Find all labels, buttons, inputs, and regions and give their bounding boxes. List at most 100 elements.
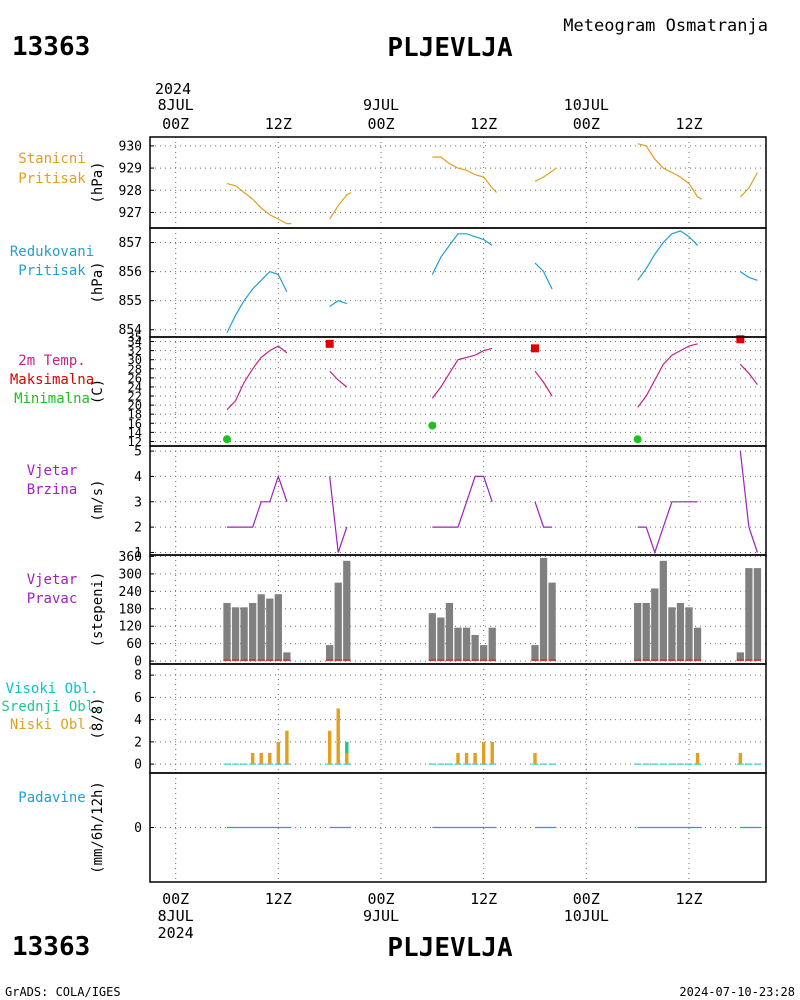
wind-direction-bar [326,645,334,662]
y-tick-label: 929 [119,162,142,177]
wind-direction-bar [249,602,257,662]
bottom-hour-label: 12Z [675,890,702,908]
y-tick-label: 60 [126,637,142,652]
y-tick-label: 4 [134,470,142,485]
low-cloud-bar [336,708,340,765]
low-cloud-bar [533,752,537,765]
y-tick-label: 0 [134,655,142,670]
panel-label: Redukovani [10,244,94,260]
top-hour-label: 12Z [265,115,292,133]
unit-label: (8/8) [90,697,106,739]
wind-direction-bar [642,602,650,662]
wind-direction-bar [488,627,496,662]
series-line-station-pressure [329,191,352,220]
series-line-temperature [431,347,493,399]
top-date-label: 10JUL [564,96,609,114]
panel-label: Stanicni [18,151,85,167]
bottom-date-label: 9JUL [363,907,399,925]
panel-label: Pritisak [18,171,86,187]
wind-direction-bar [231,607,240,662]
y-tick-label: 32 [128,344,142,358]
y-tick-label: 4 [134,713,142,728]
wind-direction-bar [274,594,282,662]
wind-direction-bar [685,607,693,662]
y-tick-label: 1 [134,546,142,561]
series-line-station-pressure [534,167,557,182]
low-cloud-bar [327,730,332,765]
wind-direction-bar [428,613,436,662]
wind-direction-bar [693,627,702,662]
wind-direction-bar [266,598,274,662]
y-tick-label: 8 [134,669,142,684]
min-temp-marker [633,435,642,444]
low-cloud-bar [259,752,263,765]
panel-label: Pritisak [18,263,86,279]
bottom-hour-label: 00Z [367,890,394,908]
y-tick-label: 120 [119,620,142,635]
time-axis-bottom: 00Z 12Z 00Z 12Z 00Z 12Z 8JUL 9JUL 10JUL 2024 [158,890,703,942]
bottom-hour-label: 00Z [162,890,189,908]
y-tick-label: 18 [128,408,142,422]
panel-label: Brzina [27,482,78,498]
bottom-date-label: 10JUL [564,907,609,925]
wind-direction-bar [437,617,445,662]
top-hour-label: 12Z [470,115,497,133]
series-line-temperature [329,370,348,388]
low-cloud-bar [250,752,255,765]
unit-label: (hPa) [90,261,106,303]
top-date-label: 9JUL [363,96,399,114]
low-cloud-bar [285,730,289,765]
low-cloud-bar [464,752,469,765]
bottom-hour-label: 12Z [470,890,497,908]
series-line-wind-speed [739,451,758,553]
panel-label: Maksimalna [10,372,94,388]
station-id-bottom: 13363 [12,932,90,962]
series-line-temperature [637,343,698,408]
series-line-temperature [534,370,553,397]
min-temp-marker [428,421,437,430]
unit-label: (C) [90,379,106,404]
y-tick-label: 927 [119,206,142,221]
unit-label: (hPa) [90,161,106,203]
y-tick-label: 856 [119,265,142,280]
low-cloud-bar [490,741,494,765]
low-cloud-bar [456,752,460,765]
panel-frame [149,136,767,229]
y-tick-label: 12 [128,435,142,449]
station-id-top: 13363 [12,32,90,62]
series-line-reduced-pressure [739,271,758,281]
unit-label: (m/s) [90,479,106,521]
panel-label: Vjetar [27,463,78,479]
top-date-label: 8JUL [158,96,194,114]
low-cloud-bar [695,752,700,765]
low-cloud-bar [276,741,281,765]
panel-wind-speed: 1 2 3 4 5 Vjetar Brzina (m/s) [27,445,767,561]
y-tick-label: 240 [119,585,142,600]
y-tick-label: 300 [119,567,142,582]
y-tick-label: 35 [128,331,142,345]
wind-direction-bar [753,568,762,662]
series-line-wind-speed [534,501,553,528]
y-tick-label: 855 [119,294,142,309]
wind-direction-bar [283,652,291,662]
y-tick-label: 24 [128,380,142,394]
low-cloud-bar [738,752,743,765]
y-tick-label: 857 [119,236,142,251]
bottom-date-label: 8JUL [158,907,194,925]
y-tick-label: 0 [134,758,142,773]
timestamp-label: 2024-07-10-23:28 [679,985,795,999]
y-tick-label: 26 [128,371,142,385]
panel-label: Srednji Obl. [1,699,102,715]
low-cloud-bar [473,752,477,765]
panel-label: Minimalna [14,391,90,407]
panel-frame [149,772,767,883]
wind-direction-bar [548,582,556,662]
panel-label: Pravac [27,591,78,607]
panel-label: Visoki Obl. [6,681,99,697]
series-line-wind-speed [637,501,698,555]
wind-direction-bar [480,645,488,662]
y-tick-label: 3 [134,495,142,510]
